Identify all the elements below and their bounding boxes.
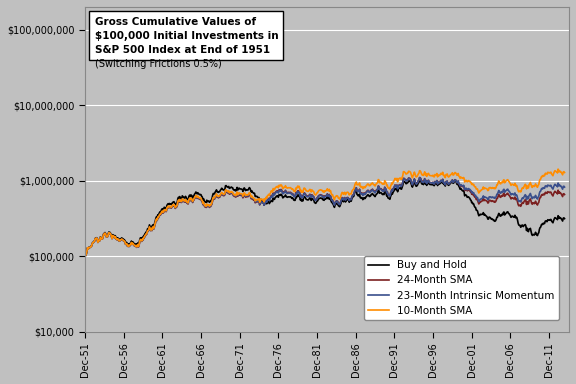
10-Month SMA xyxy=(555,167,562,171)
24-Month SMA xyxy=(523,202,530,207)
24-Month SMA xyxy=(445,181,452,185)
Buy and Hold xyxy=(186,193,193,198)
Text: (Switching Frictions 0.5%): (Switching Frictions 0.5%) xyxy=(94,17,221,69)
23-Month Intrinsic Momentum xyxy=(523,197,530,202)
10-Month SMA xyxy=(227,190,234,194)
Buy and Hold xyxy=(82,254,89,258)
Buy and Hold xyxy=(324,194,331,199)
23-Month Intrinsic Momentum xyxy=(324,192,331,197)
10-Month SMA xyxy=(444,172,450,176)
10-Month SMA xyxy=(82,254,89,258)
24-Month SMA xyxy=(186,197,193,202)
Line: 24-Month SMA: 24-Month SMA xyxy=(85,177,564,256)
10-Month SMA xyxy=(539,174,545,179)
10-Month SMA xyxy=(186,196,193,201)
Line: 10-Month SMA: 10-Month SMA xyxy=(85,169,564,256)
24-Month SMA xyxy=(227,191,234,196)
23-Month Intrinsic Momentum xyxy=(416,175,423,180)
24-Month SMA xyxy=(539,193,546,197)
23-Month Intrinsic Momentum xyxy=(539,187,546,191)
24-Month SMA xyxy=(82,254,89,258)
24-Month SMA xyxy=(561,192,568,197)
23-Month Intrinsic Momentum xyxy=(82,254,89,258)
Buy and Hold xyxy=(539,222,546,227)
24-Month SMA xyxy=(416,175,423,180)
24-Month SMA xyxy=(324,192,331,196)
23-Month Intrinsic Momentum xyxy=(227,190,234,195)
Legend: Buy and Hold, 24-Month SMA, 23-Month Intrinsic Momentum, 10-Month SMA: Buy and Hold, 24-Month SMA, 23-Month Int… xyxy=(364,256,559,320)
Buy and Hold xyxy=(523,228,530,233)
Line: 23-Month Intrinsic Momentum: 23-Month Intrinsic Momentum xyxy=(85,178,564,256)
10-Month SMA xyxy=(561,170,568,175)
23-Month Intrinsic Momentum xyxy=(445,181,452,186)
Buy and Hold xyxy=(416,178,423,182)
23-Month Intrinsic Momentum xyxy=(186,197,193,201)
10-Month SMA xyxy=(324,187,331,191)
Buy and Hold xyxy=(561,216,568,221)
Buy and Hold xyxy=(445,182,452,187)
23-Month Intrinsic Momentum xyxy=(561,185,568,189)
Buy and Hold xyxy=(227,185,234,190)
10-Month SMA xyxy=(522,183,529,187)
Line: Buy and Hold: Buy and Hold xyxy=(85,180,564,256)
Text: Gross Cumulative Values of
$100,000 Initial Investments in
S&P 500 Index at End : Gross Cumulative Values of $100,000 Init… xyxy=(94,17,278,55)
